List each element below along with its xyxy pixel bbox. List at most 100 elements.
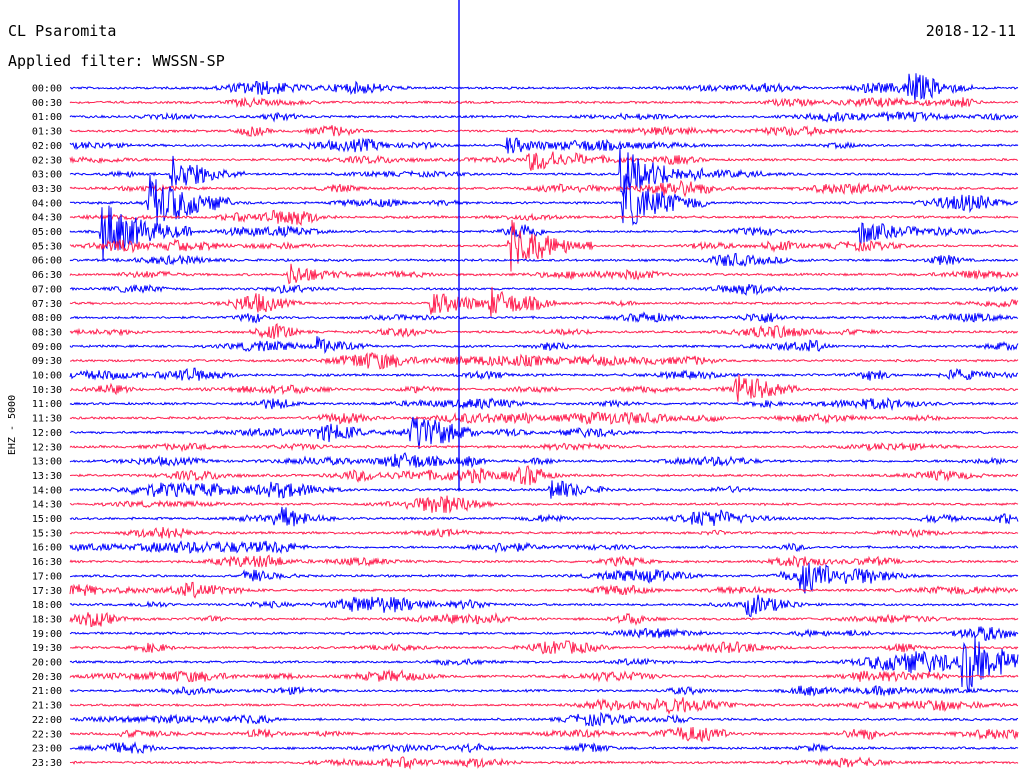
time-tick-label: 09:30	[32, 356, 62, 367]
station-title: CL Psaromita	[8, 22, 116, 40]
seismic-trace-row	[69, 640, 1019, 655]
time-tick-label: 01:00	[32, 112, 62, 123]
channel-label: EHZ - 5000	[7, 395, 18, 455]
time-tick-label: 03:30	[32, 184, 62, 195]
time-tick-label: 06:00	[32, 256, 62, 267]
seismic-trace-row	[69, 441, 1019, 453]
time-tick-label: 10:00	[32, 371, 62, 382]
time-tick-label: 01:30	[32, 127, 62, 138]
seismic-trace-row	[69, 594, 1019, 617]
seismic-trace-row	[69, 480, 1019, 499]
seismic-trace-row	[69, 637, 1019, 693]
seismic-trace-row	[69, 286, 1019, 317]
time-tick-label: 21:30	[32, 701, 62, 712]
time-tick-label: 16:30	[32, 557, 62, 568]
time-tick-label: 07:00	[32, 284, 62, 295]
time-tick-label: 14:30	[32, 500, 62, 511]
seismic-trace-row	[69, 110, 1019, 123]
date-label: 2018-12-11	[926, 22, 1016, 40]
time-tick-label: 17:00	[32, 571, 62, 582]
seismic-trace-row	[69, 526, 1019, 539]
seismic-trace-row	[69, 685, 1019, 697]
seismic-trace-row	[69, 283, 1019, 296]
time-tick-label: 12:00	[32, 428, 62, 439]
time-tick-label: 18:30	[32, 614, 62, 625]
seismic-trace-row	[69, 626, 1019, 642]
seismic-trace-row	[69, 554, 1019, 568]
time-tick-label: 10:30	[32, 385, 62, 396]
time-tick-labels: 00:00 00:30 01:00 01:30 02:00 02:30 03:00 03:30…	[32, 84, 62, 769]
seismic-trace-row	[69, 322, 1019, 340]
seismic-trace-row	[69, 73, 1019, 103]
seismic-trace-row	[69, 96, 1019, 109]
seismic-trace-row	[69, 374, 1019, 402]
time-tick-label: 13:00	[32, 457, 62, 468]
time-tick-label: 00:00	[32, 84, 62, 95]
time-tick-label: 05:30	[32, 241, 62, 252]
seismic-trace-row	[69, 741, 1019, 755]
time-tick-label: 14:00	[32, 485, 62, 496]
time-tick-label: 23:00	[32, 744, 62, 755]
seismic-trace-row	[69, 311, 1019, 324]
seismic-trace-row	[69, 209, 1019, 226]
seismic-trace-row	[69, 263, 1019, 285]
time-tick-label: 22:30	[32, 729, 62, 740]
time-tick-label: 07:30	[32, 299, 62, 310]
seismic-trace-row	[69, 756, 1019, 770]
seismic-trace-row	[69, 351, 1019, 370]
seismic-trace-row	[69, 452, 1019, 469]
time-tick-label: 08:30	[32, 327, 62, 338]
time-tick-label: 04:30	[32, 213, 62, 224]
seismic-trace-row	[70, 562, 1019, 594]
seismic-trace-row	[69, 612, 1019, 628]
seismic-trace-row	[69, 711, 1019, 727]
seismic-trace-row	[69, 252, 1019, 268]
seismic-trace-row	[69, 668, 1019, 683]
time-tick-label: 03:00	[32, 170, 62, 181]
time-tick-label: 23:30	[32, 758, 62, 769]
seismic-trace-row	[69, 367, 1019, 381]
time-tick-label: 11:30	[32, 414, 62, 425]
seismic-trace-row	[69, 416, 1019, 449]
time-tick-label: 20:00	[32, 658, 62, 669]
seismic-trace-row	[69, 151, 1019, 171]
seismic-trace-row	[69, 179, 1019, 198]
time-tick-label: 15:30	[32, 528, 62, 539]
time-tick-label: 13:30	[32, 471, 62, 482]
seismic-trace-row	[69, 219, 1019, 272]
seismic-trace-row	[69, 411, 1019, 426]
seismic-trace-row	[69, 581, 1019, 599]
time-tick-label: 19:30	[32, 643, 62, 654]
seismic-trace-row	[69, 137, 1019, 154]
seismic-trace-row	[69, 205, 1019, 262]
seismic-trace-row	[69, 495, 1019, 514]
time-tick-label: 02:30	[32, 155, 62, 166]
time-tick-label: 16:00	[32, 543, 62, 554]
filter-label: Applied filter: WWSSN-SP	[8, 52, 225, 70]
seismic-trace-row	[69, 540, 1019, 554]
time-tick-label: 20:30	[32, 672, 62, 683]
seismic-trace-row	[69, 175, 1019, 226]
time-tick-label: 18:00	[32, 600, 62, 611]
time-tick-label: 09:00	[32, 342, 62, 353]
seismic-trace-row	[69, 465, 1019, 486]
seismic-trace-row	[69, 147, 1019, 198]
time-tick-label: 12:30	[32, 442, 62, 453]
seismic-trace-row	[69, 397, 1019, 411]
time-tick-label: 21:00	[32, 686, 62, 697]
seismic-trace-row	[69, 336, 1019, 355]
time-tick-label: 02:00	[32, 141, 62, 152]
time-tick-label: 22:00	[32, 715, 62, 726]
seismic-trace-row	[69, 506, 1019, 527]
time-tick-label: 15:00	[32, 514, 62, 525]
time-tick-label: 04:00	[32, 198, 62, 209]
time-tick-label: 08:00	[32, 313, 62, 324]
seismic-trace-row	[69, 125, 1019, 138]
time-tick-label: 11:00	[32, 399, 62, 410]
time-tick-label: 17:30	[32, 586, 62, 597]
seismic-traces	[69, 73, 1019, 770]
time-tick-label: 06:30	[32, 270, 62, 281]
time-tick-label: 19:00	[32, 629, 62, 640]
seismic-trace-row	[69, 697, 1019, 715]
